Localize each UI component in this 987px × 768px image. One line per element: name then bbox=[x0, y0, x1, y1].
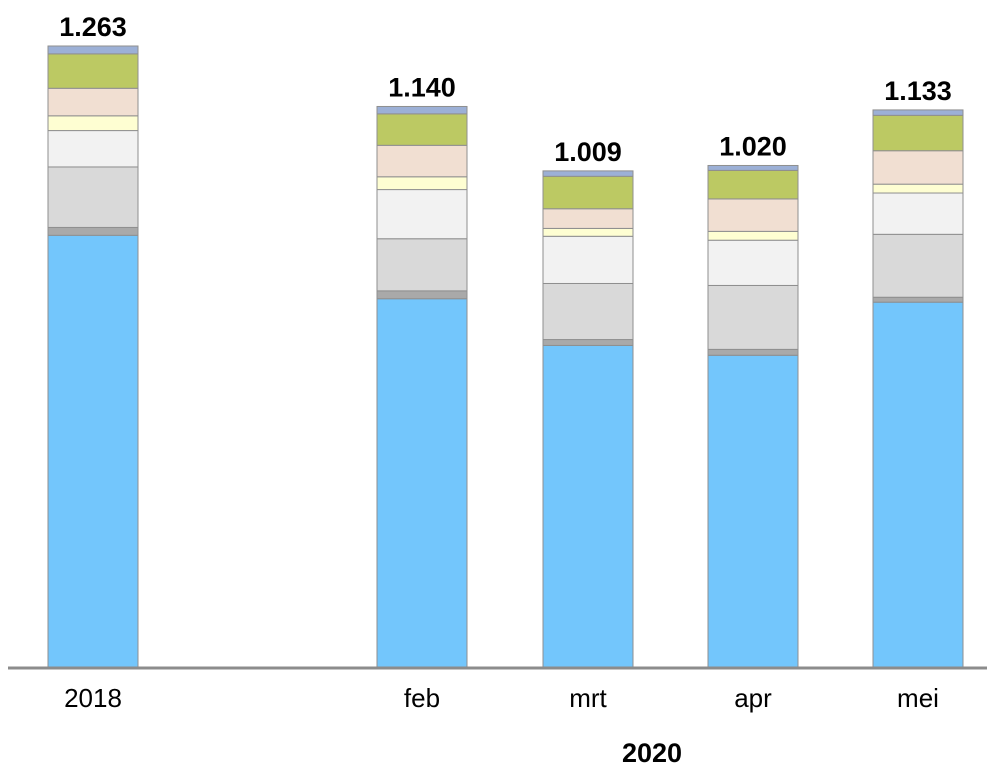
bar-mei bbox=[872, 109, 964, 668]
bar-segment-apr-4 bbox=[707, 239, 799, 286]
group-label-2020: 2020 bbox=[622, 738, 682, 768]
bar-segment-feb-4 bbox=[376, 189, 468, 240]
bar-segment-apr-6 bbox=[707, 198, 799, 232]
total-label-apr: 1.020 bbox=[719, 131, 787, 161]
bar-segment-apr-2 bbox=[707, 348, 799, 356]
bar-segment-2018-1 bbox=[47, 234, 139, 668]
bar-segment-feb-5 bbox=[376, 176, 468, 191]
bar-segment-mei-7 bbox=[872, 114, 964, 152]
bar-segment-feb-2 bbox=[376, 290, 468, 300]
bar-segment-2018-6 bbox=[47, 87, 139, 117]
bar-segment-mrt-2 bbox=[542, 339, 634, 346]
bar-segment-mei-8 bbox=[872, 109, 964, 116]
bar-segment-apr-3 bbox=[707, 284, 799, 350]
x-tick-label-feb: feb bbox=[404, 683, 440, 713]
total-label-mrt: 1.009 bbox=[554, 137, 622, 167]
bar-segment-apr-5 bbox=[707, 230, 799, 241]
bar-segment-2018-4 bbox=[47, 130, 139, 168]
x-tick-label-2018: 2018 bbox=[64, 683, 122, 713]
bar-2018 bbox=[47, 45, 139, 668]
bar-segment-mrt-8 bbox=[542, 170, 634, 177]
bar-apr bbox=[707, 164, 799, 668]
x-tick-label-apr: apr bbox=[734, 683, 772, 713]
bar-segment-2018-8 bbox=[47, 45, 139, 55]
bar-segment-2018-7 bbox=[47, 53, 139, 89]
bar-segment-mei-4 bbox=[872, 192, 964, 235]
bar-segment-mrt-1 bbox=[542, 344, 634, 668]
bar-feb bbox=[376, 105, 468, 668]
bar-segment-mei-5 bbox=[872, 183, 964, 194]
bar-segment-apr-8 bbox=[707, 164, 799, 171]
bar-segment-mrt-3 bbox=[542, 282, 634, 341]
bar-segment-feb-1 bbox=[376, 298, 468, 668]
bar-segment-mei-6 bbox=[872, 150, 964, 185]
bar-segment-apr-7 bbox=[707, 169, 799, 200]
total-label-2018: 1.263 bbox=[59, 12, 127, 42]
bar-segment-2018-3 bbox=[47, 166, 139, 228]
bar-mrt bbox=[542, 170, 634, 668]
bar-segment-2018-5 bbox=[47, 115, 139, 132]
x-tick-label-mrt: mrt bbox=[569, 683, 607, 713]
bar-segment-mei-3 bbox=[872, 233, 964, 298]
bar-segment-feb-6 bbox=[376, 144, 468, 178]
bar-segment-feb-8 bbox=[376, 105, 468, 115]
total-labels: 1.263 1.140 1.009 1.020 1.133 bbox=[59, 12, 952, 167]
total-label-mei: 1.133 bbox=[884, 76, 952, 106]
bar-segment-apr-1 bbox=[707, 354, 799, 668]
bar-segment-mrt-5 bbox=[542, 227, 634, 237]
bar-segment-mei-1 bbox=[872, 301, 964, 668]
bar-segment-feb-3 bbox=[376, 238, 468, 292]
total-label-feb: 1.140 bbox=[388, 72, 456, 102]
bar-segment-feb-7 bbox=[376, 113, 468, 146]
bars-layer bbox=[47, 45, 964, 668]
bar-segment-mei-2 bbox=[872, 296, 964, 303]
bar-segment-2018-2 bbox=[47, 226, 139, 236]
x-tick-labels: 2018 feb mrt apr mei bbox=[64, 683, 939, 713]
bar-segment-mrt-4 bbox=[542, 235, 634, 284]
bar-segment-mrt-6 bbox=[542, 208, 634, 229]
x-tick-label-mei: mei bbox=[897, 683, 939, 713]
bar-segment-mrt-7 bbox=[542, 175, 634, 210]
